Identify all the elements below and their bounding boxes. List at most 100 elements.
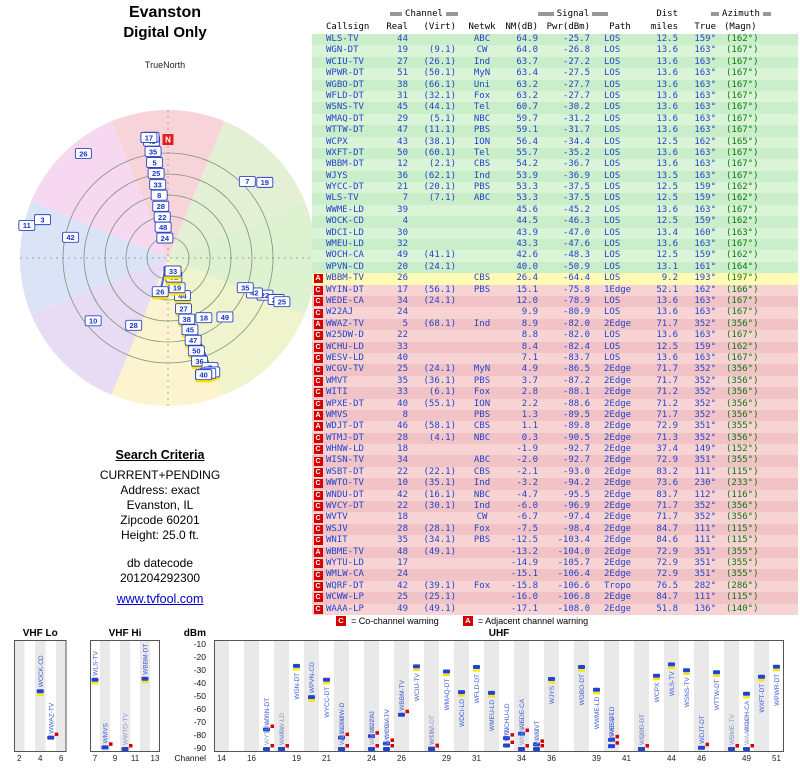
channel-tick: 41 [622, 754, 631, 763]
cell-real: 40 [397, 352, 408, 363]
cell-callsign[interactable]: WCPX [326, 136, 348, 147]
cell-miles: 12.5 [656, 193, 678, 204]
cell-callsign[interactable]: WYTU-LD [326, 557, 364, 568]
cell-callsign[interactable]: WQRF-DT [326, 580, 364, 591]
cell-miles: 13.6 [656, 352, 678, 363]
db-datecode-value: 201204292300 [119, 571, 201, 585]
cell-path: 2Edge [604, 444, 632, 455]
cell-callsign[interactable]: WTTW-DT [326, 125, 364, 136]
cell-callsign[interactable]: WCHU-LD [326, 341, 364, 352]
spectrum-callsign-label: WWAZ-TV [48, 702, 55, 733]
cell-callsign[interactable]: WFLD-DT [326, 90, 364, 101]
cell-callsign[interactable]: W22AJ [326, 307, 354, 318]
cell-callsign[interactable]: WPWR-DT [326, 68, 364, 79]
cell-callsign[interactable]: WMAQ-DT [326, 113, 364, 124]
cell-callsign[interactable]: WYCC-DT [326, 182, 364, 193]
cell-callsign[interactable]: WAAA-LP [326, 603, 364, 614]
cell-virt: (60.1) [423, 147, 456, 158]
warning-cell: A [312, 547, 324, 557]
cell-callsign[interactable]: WVTV [326, 512, 348, 523]
cell-nm: 7.1 [521, 352, 538, 363]
channel-stripe [709, 640, 724, 752]
cell-callsign[interactable]: WLS-TV [326, 193, 359, 204]
cell-pwr: -106.8 [557, 592, 590, 603]
cell-azimuth-true: 163° [694, 239, 716, 250]
cell-network: Ind [473, 170, 491, 181]
cell-callsign[interactable]: WXFT-DT [326, 147, 364, 158]
cell-callsign[interactable]: WCWW-LP [326, 592, 364, 603]
spectrum-callsign-label: WWME-LD [594, 696, 601, 729]
cell-callsign[interactable]: WYIN-DT [326, 284, 364, 295]
cell-callsign[interactable]: WTMJ-DT [326, 432, 364, 443]
radar-sector [31, 121, 169, 258]
cell-pwr: -31.2 [562, 113, 590, 124]
cell-callsign[interactable]: WWME-LD [326, 204, 364, 215]
cell-callsign[interactable]: WNDU-DT [326, 489, 364, 500]
cell-callsign[interactable]: WMLW-CA [326, 569, 364, 580]
cell-callsign[interactable]: WSNS-TV [326, 102, 364, 113]
spectrum-callsign-label: WYTU-LD [264, 715, 271, 745]
cell-azimuth-true: 351° [694, 557, 716, 568]
cell-callsign[interactable]: WMVS [326, 409, 348, 420]
cell-callsign[interactable]: WLS-TV [326, 34, 359, 44]
radar-los-highlight [174, 300, 191, 304]
cell-real: 39 [397, 204, 408, 215]
cell-callsign[interactable]: WJYS [326, 170, 348, 181]
cell-pwr: -87.2 [562, 375, 590, 386]
cell-callsign[interactable]: WOCH-CA [326, 250, 364, 261]
cell-nm: 0.3 [521, 432, 538, 443]
cell-callsign[interactable]: WDCI-LD [326, 227, 364, 238]
cell-nm: 54.2 [516, 159, 538, 170]
cell-callsign[interactable]: WWTO-TV [326, 478, 364, 489]
radar-marker-channel: 10 [89, 317, 97, 326]
cell-azimuth-true: 163° [694, 352, 716, 363]
cell-miles: 13.6 [656, 45, 678, 56]
cell-callsign[interactable]: WWAZ-TV [326, 318, 364, 329]
spectrum-callsign-label: WMVT [534, 720, 541, 740]
cell-callsign[interactable]: WSJV [326, 523, 348, 534]
channel-stripe [529, 640, 544, 752]
cell-nm: 63.7 [516, 56, 538, 67]
cell-callsign[interactable]: WBBM-TV [326, 273, 364, 284]
cell-pwr: -64.4 [562, 273, 590, 284]
cell-pwr: -89.8 [562, 421, 590, 432]
cell-callsign[interactable]: WMEU-LD [326, 239, 364, 250]
cell-callsign[interactable]: WBME-TV [326, 546, 364, 557]
cell-callsign[interactable]: WVCY-DT [326, 501, 364, 512]
cell-callsign[interactable]: WBBM-DT [326, 159, 364, 170]
spectrum-callsign-label: WWTO-TV [123, 713, 130, 745]
cell-callsign[interactable]: WISN-TV [326, 455, 364, 466]
table-row: WGBO-DT 38 (66.1) Uni 63.2 -27.7 LOS 13.6 163° (1… [312, 79, 798, 91]
channel-stripe [589, 640, 604, 752]
cell-callsign[interactable]: WEDE-CA [326, 295, 364, 306]
cell-callsign[interactable]: WGN-DT [326, 45, 359, 56]
cell-pwr: -37.5 [562, 193, 590, 204]
channel-tick: 24 [367, 754, 376, 763]
band-label: UHF [488, 628, 510, 639]
cell-callsign[interactable]: WNIT [326, 535, 348, 546]
cell-virt: (49.1) [423, 603, 456, 614]
table-row: C WCHU-LD 33 8.4 -82.4 LOS 12.5 159° (162°) [312, 341, 798, 353]
spectrum-callsign-label: WPVN-CD [309, 662, 316, 693]
cell-callsign[interactable]: W25DW-D [326, 330, 364, 341]
cell-callsign[interactable]: WITI [326, 387, 348, 398]
cell-callsign[interactable]: WCGV-TV [326, 364, 364, 375]
cell-callsign[interactable]: WOCK-CD [326, 216, 364, 227]
cell-callsign[interactable]: WMVT [326, 375, 348, 386]
tvfool-link[interactable]: www.tvfool.com [116, 592, 204, 606]
cell-path: LOS [604, 273, 621, 284]
cell-azimuth-true: 162° [694, 284, 716, 295]
cell-callsign[interactable]: WGBO-DT [326, 79, 364, 90]
cell-path: 2Edge [604, 375, 632, 386]
cell-callsign[interactable]: WPVN-CD [326, 261, 364, 272]
cell-callsign[interactable]: WHNW-LD [326, 444, 364, 455]
spectrum-marker [383, 741, 390, 746]
cell-callsign[interactable]: WPXE-DT [326, 398, 364, 409]
cell-callsign[interactable]: WESV-LD [326, 352, 364, 363]
cell-callsign[interactable]: WDJT-DT [326, 421, 364, 432]
channel-stripe [679, 640, 694, 752]
table-row: C WCGV-TV 25 (24.1) MyN 4.9 -86.5 2Edge 71.7 352°… [312, 364, 798, 376]
cell-callsign[interactable]: WSBT-DT [326, 466, 364, 477]
cell-azimuth-true: 351° [694, 421, 716, 432]
cell-callsign[interactable]: WCIU-TV [326, 56, 364, 67]
